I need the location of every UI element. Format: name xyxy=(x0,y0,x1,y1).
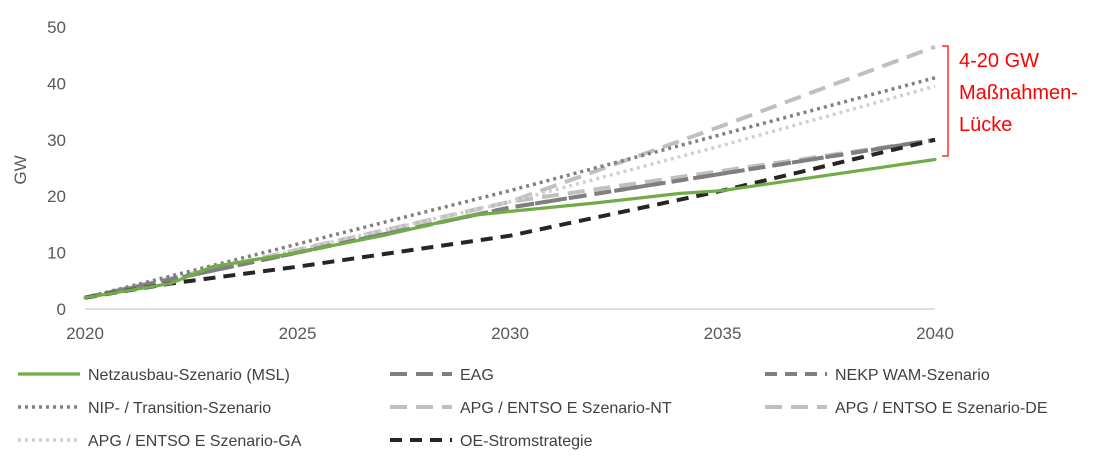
series-line xyxy=(84,137,936,300)
x-tick-label: 2030 xyxy=(491,324,529,343)
series-line xyxy=(84,137,936,300)
legend: Netzausbau-Szenario (MSL) EAG NEKP WAM-Sze… xyxy=(18,367,1048,450)
series-line xyxy=(84,44,936,300)
annotation-bracket xyxy=(942,45,949,157)
legend-label: NIP- / Transition-Szenario xyxy=(88,400,271,417)
legend-label: APG / ENTSO E Szenario-DE xyxy=(835,400,1048,417)
axes: GW xyxy=(11,155,935,310)
annotation-line-2: Maßnahmen- xyxy=(959,82,1078,104)
legend-label: EAG xyxy=(460,367,494,384)
x-tick-label: 2025 xyxy=(279,324,317,343)
series-line xyxy=(84,137,936,300)
series-layer xyxy=(83,44,937,300)
y-tick-label: 50 xyxy=(47,18,66,37)
legend-label: OE-Stromstrategie xyxy=(460,433,593,450)
x-tick-label: 2020 xyxy=(66,324,104,343)
legend-label: APG / ENTSO E Szenario-NT xyxy=(460,400,672,417)
y-tick-label: 10 xyxy=(47,244,66,263)
series-line xyxy=(83,157,937,300)
x-tick-label: 2035 xyxy=(704,324,742,343)
series-line xyxy=(84,137,936,300)
y-tick-label: 30 xyxy=(47,131,66,150)
y-tick-label: 0 xyxy=(57,300,66,319)
annotation-line-3: Lücke xyxy=(959,114,1012,136)
x-tick-label: 2040 xyxy=(916,324,954,343)
series-line xyxy=(84,84,936,300)
series-line xyxy=(84,76,936,300)
legend-label: APG / ENTSO E Szenario-GA xyxy=(88,433,302,450)
y-tick-label: 40 xyxy=(47,74,66,93)
legend-label: Netzausbau-Szenario (MSL) xyxy=(88,367,290,384)
y-tick-label: 20 xyxy=(47,187,66,206)
y-axis-title: GW xyxy=(11,155,30,184)
annotation: 4-20 GW Maßnahmen- Lücke xyxy=(942,45,1078,157)
annotation-line-1: 4-20 GW xyxy=(959,50,1039,72)
legend-label: NEKP WAM-Szenario xyxy=(835,367,990,384)
